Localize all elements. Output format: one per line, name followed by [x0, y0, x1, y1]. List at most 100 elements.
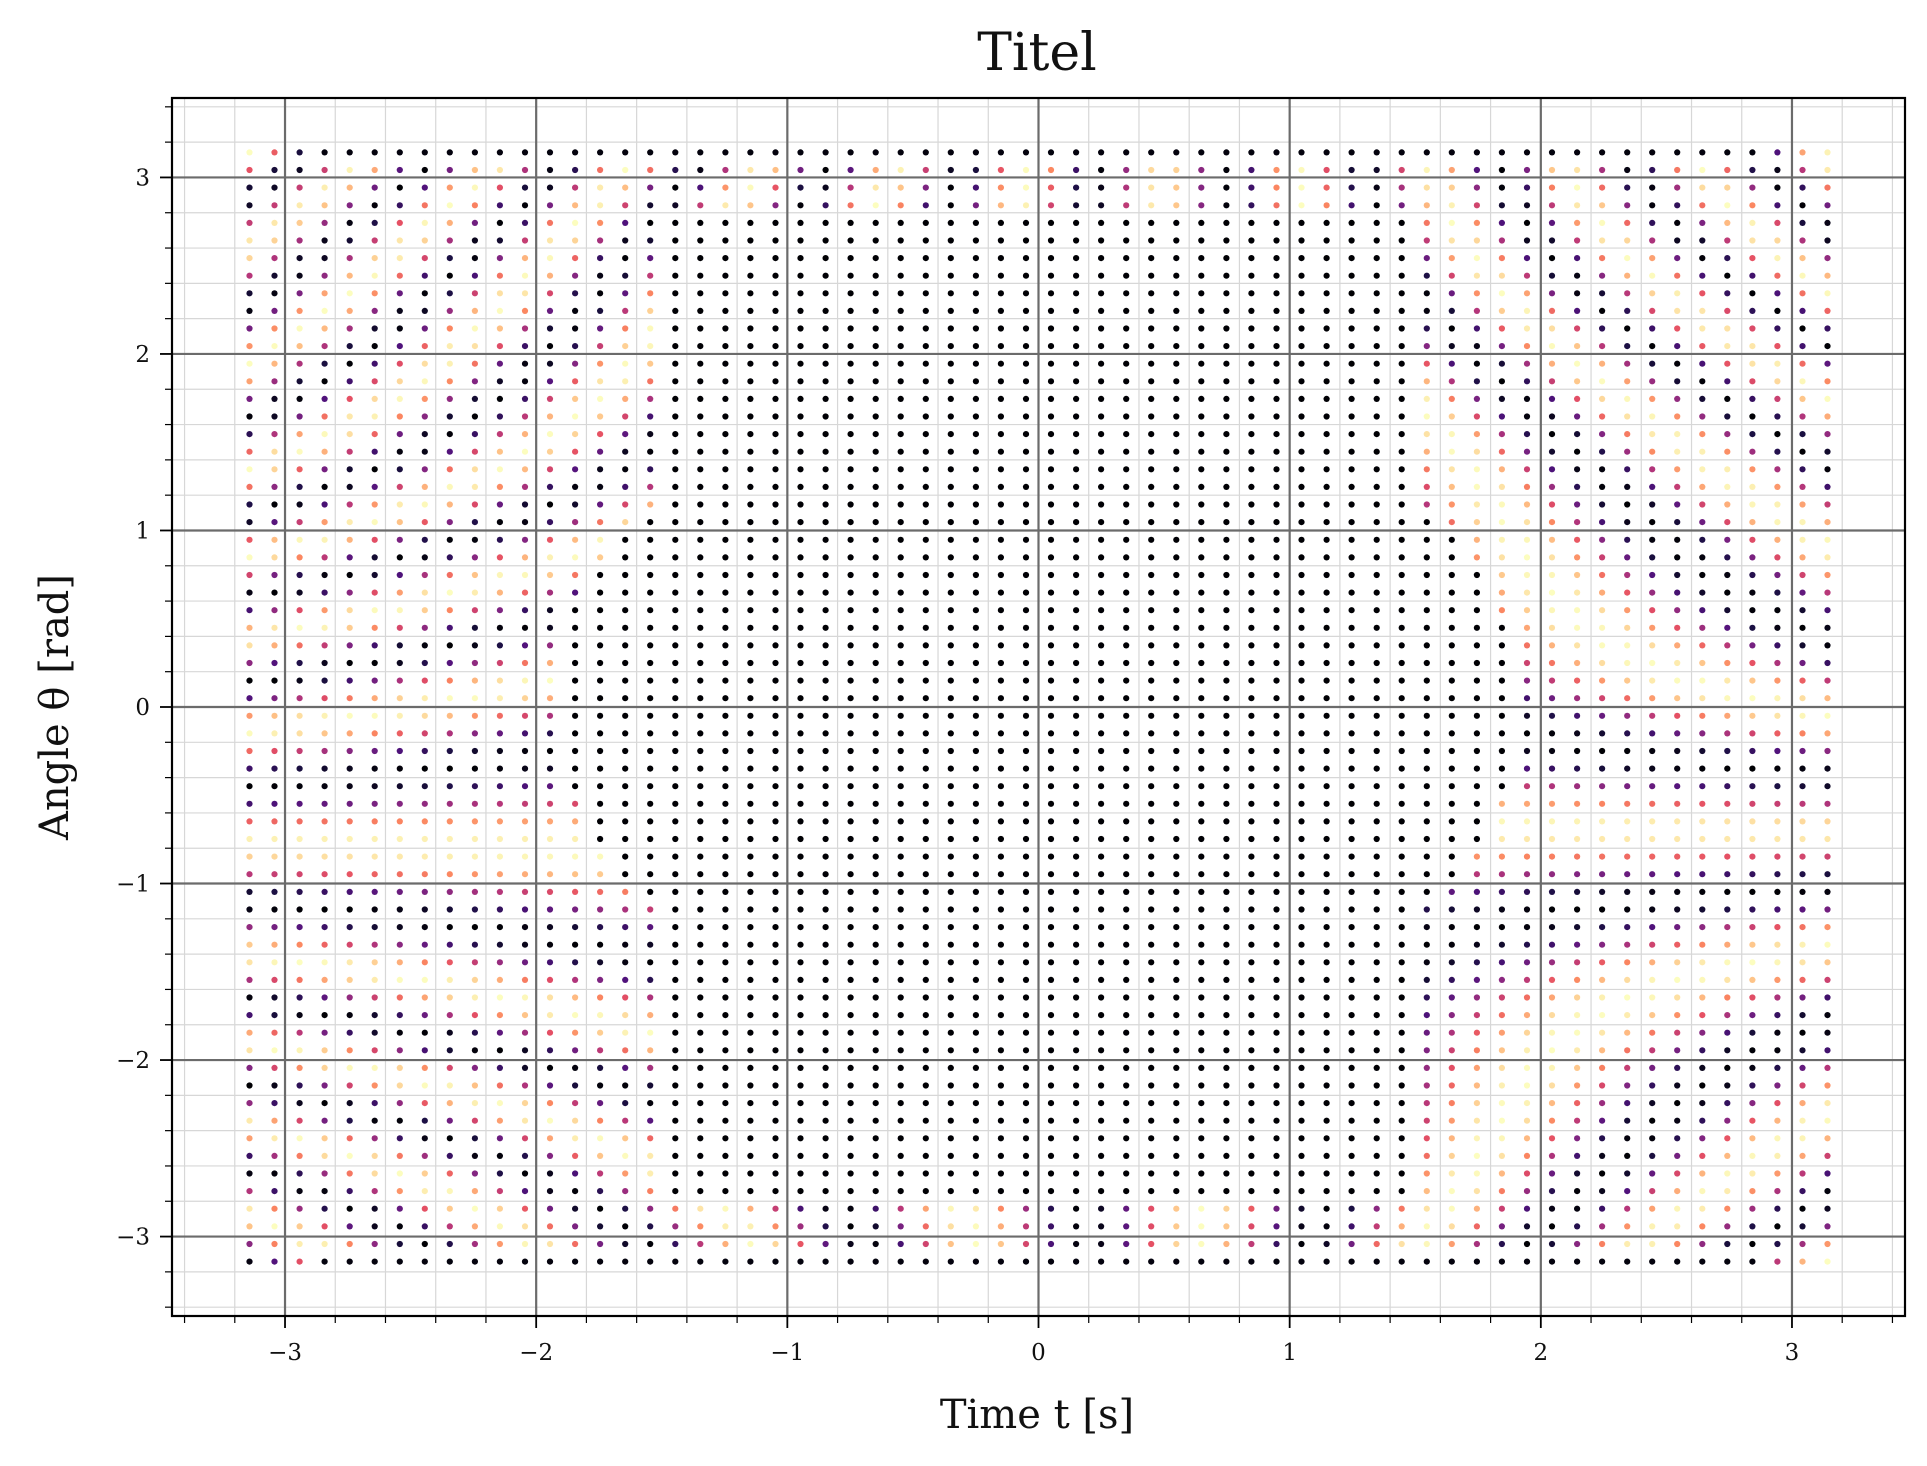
data-point	[396, 219, 403, 226]
data-point	[1123, 501, 1130, 508]
data-point	[371, 642, 378, 649]
data-point	[822, 519, 829, 526]
data-point	[1448, 924, 1455, 931]
data-point	[1599, 219, 1606, 226]
data-point	[747, 1029, 754, 1036]
data-point	[1749, 1064, 1756, 1071]
data-point	[1373, 237, 1380, 244]
data-point	[822, 1152, 829, 1159]
data-point	[1423, 325, 1430, 332]
data-point	[1073, 589, 1080, 596]
data-point	[947, 202, 954, 209]
data-point	[1273, 924, 1280, 931]
data-point	[1123, 712, 1130, 719]
data-point	[872, 659, 879, 667]
data-point	[1523, 888, 1531, 896]
data-point	[1498, 1240, 1505, 1248]
data-point	[346, 941, 353, 948]
data-point	[597, 783, 604, 790]
data-point	[972, 272, 980, 279]
data-point	[546, 395, 554, 402]
data-point	[1198, 166, 1205, 174]
data-point	[947, 1223, 954, 1230]
data-point	[1699, 360, 1706, 367]
data-point	[421, 888, 428, 896]
data-point	[296, 571, 303, 579]
data-point	[246, 1012, 253, 1019]
data-point	[421, 994, 428, 1001]
data-point	[1699, 202, 1706, 209]
data-point	[1649, 959, 1656, 966]
data-point	[521, 219, 529, 226]
data-point	[697, 554, 704, 561]
data-point	[922, 1170, 929, 1177]
data-point	[1123, 1082, 1130, 1089]
data-point	[597, 325, 604, 332]
data-point	[1273, 1135, 1280, 1142]
data-point	[1423, 1152, 1430, 1159]
data-point	[1548, 1064, 1556, 1071]
data-point	[1148, 255, 1155, 262]
data-point	[1749, 941, 1756, 948]
data-point	[997, 466, 1005, 473]
data-point	[1649, 976, 1656, 984]
data-point	[697, 853, 704, 860]
data-point	[1173, 536, 1180, 543]
data-point	[1574, 642, 1581, 649]
data-point	[1398, 1012, 1405, 1019]
data-point	[1774, 1117, 1781, 1124]
data-point	[747, 431, 754, 438]
data-point	[246, 1029, 253, 1036]
data-point	[597, 712, 604, 719]
data-point	[1473, 413, 1480, 420]
data-point	[1724, 1082, 1731, 1089]
data-point	[947, 677, 954, 684]
data-point	[1123, 959, 1130, 966]
data-point	[1749, 202, 1756, 209]
data-point	[1674, 466, 1681, 473]
data-point	[897, 378, 904, 385]
data-point	[1624, 255, 1631, 262]
data-point	[972, 924, 980, 931]
data-point	[1098, 941, 1105, 948]
data-point	[1123, 1152, 1130, 1159]
data-point	[1699, 659, 1706, 667]
data-point	[1348, 1205, 1355, 1212]
data-point	[521, 554, 529, 561]
data-point	[722, 431, 729, 438]
data-point	[246, 959, 253, 966]
data-point	[1148, 1152, 1155, 1159]
data-point	[922, 642, 929, 649]
data-point	[872, 853, 879, 860]
data-point	[997, 483, 1005, 490]
data-point	[972, 624, 980, 631]
data-point	[1724, 1135, 1731, 1142]
data-point	[396, 184, 403, 191]
data-point	[1223, 959, 1230, 966]
data-point	[822, 642, 829, 649]
data-point	[972, 466, 980, 473]
data-point	[822, 1170, 829, 1177]
data-point	[521, 659, 529, 667]
data-point	[496, 1223, 503, 1230]
data-point	[1548, 184, 1556, 191]
data-point	[1148, 959, 1155, 966]
data-point	[947, 571, 954, 579]
data-point	[1674, 642, 1681, 649]
data-point	[1398, 642, 1405, 649]
data-point	[1799, 959, 1806, 966]
data-point	[1073, 272, 1080, 279]
data-point	[947, 871, 954, 878]
data-point	[922, 413, 929, 420]
data-point	[1273, 659, 1280, 667]
data-point	[897, 1205, 904, 1212]
data-point	[647, 519, 654, 526]
data-point	[1123, 835, 1130, 843]
data-point	[1223, 712, 1230, 719]
data-point	[271, 976, 278, 984]
data-point	[997, 1012, 1005, 1019]
data-point	[697, 1223, 704, 1230]
data-point	[1799, 343, 1806, 350]
data-point	[747, 255, 754, 262]
data-point	[1323, 519, 1330, 526]
